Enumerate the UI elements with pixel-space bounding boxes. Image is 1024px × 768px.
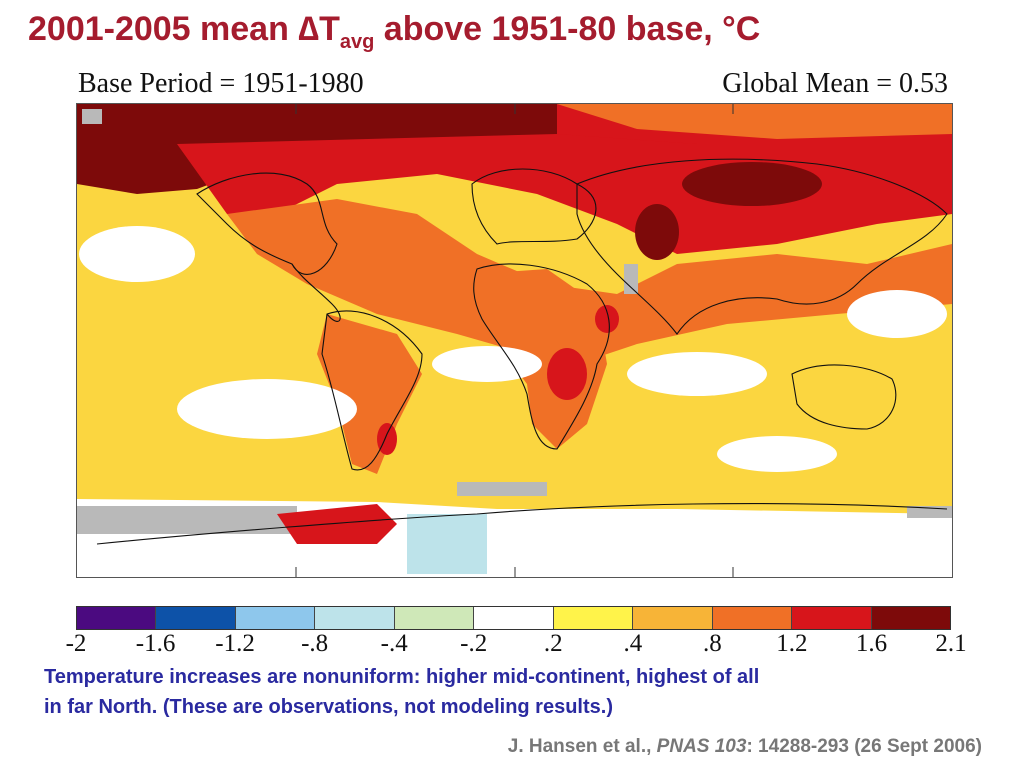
scale-tick-label: 2.1: [935, 630, 967, 657]
scale-tick-label: .4: [623, 630, 643, 657]
slide-caption: Temperature increases are nonuniform: hi…: [44, 662, 984, 722]
citation: J. Hansen et al., PNAS 103: 14288-293 (2…: [508, 736, 982, 758]
temperature-anomaly-map: [76, 103, 953, 578]
citation-authors: J. Hansen et al.,: [507, 736, 657, 757]
color-swatch: [553, 607, 634, 629]
color-swatch: [633, 607, 713, 629]
missing-data-south-atlantic: [457, 482, 547, 496]
south-america-warming: [317, 314, 422, 474]
coastlines: [96, 158, 948, 545]
north-pacific-neutral-patch: [79, 226, 195, 282]
horn-africa-hotspot: [595, 305, 619, 333]
scale-tick-label: .8: [702, 630, 722, 657]
indian-ocean-neutral-patch: [627, 352, 767, 396]
base-period-label: Base Period = 1951-1980: [78, 68, 364, 99]
scale-tick-label: .2: [543, 630, 563, 657]
citation-details: : 14288-293 (26 Sept 2006): [746, 736, 982, 757]
antarctic-peninsula-hotspot: [277, 504, 397, 544]
global-mean-label: Global Mean = 0.53: [722, 68, 948, 99]
scale-tick-label: -.2: [460, 630, 488, 657]
mid-latitude-orange-band: [227, 199, 952, 364]
west-pacific-neutral-patch: [847, 290, 947, 338]
caption-line-1: Temperature increases are nonuniform: hi…: [44, 666, 760, 688]
central-asia-hotspot: [635, 204, 679, 260]
color-swatch: [792, 607, 872, 629]
scale-tick-label: -.8: [301, 630, 329, 657]
color-swatch: [394, 607, 475, 629]
missing-data-west-antarctic: [77, 506, 297, 534]
africa-warming: [477, 269, 607, 449]
title-rest: above 1951-80 base, °C: [374, 10, 761, 48]
arctic-eurasia-band: [557, 104, 952, 139]
color-scale-bar: [76, 606, 951, 630]
south-atlantic-neutral-patch: [432, 346, 542, 382]
caption-line-2: in far North. (These are observations, n…: [44, 696, 613, 718]
south-indian-neutral-patch: [717, 436, 837, 472]
citation-journal: PNAS 103: [656, 736, 747, 757]
scale-tick-label: -1.6: [135, 630, 176, 657]
color-swatch: [77, 607, 157, 629]
east-africa-hotspot: [547, 348, 587, 400]
patagonia-hotspot: [377, 423, 397, 455]
color-swatch: [712, 607, 793, 629]
color-swatch: [235, 607, 316, 629]
south-pacific-neutral-patch: [177, 379, 357, 439]
missing-data-middle-east: [624, 264, 638, 294]
title-main: 2001-2005 mean ∆T: [28, 10, 340, 48]
title-subscript: avg: [339, 31, 375, 53]
scale-tick-label: 1.2: [776, 630, 808, 657]
scale-tick-label: -2: [65, 630, 87, 657]
color-swatch: [474, 607, 554, 629]
missing-data-arctic: [82, 109, 102, 124]
slide-title: 2001-2005 mean ∆Tavg above 1951-80 base,…: [28, 10, 760, 54]
color-swatch: [315, 607, 395, 629]
scale-tick-label: -.4: [380, 630, 408, 657]
color-swatch: [871, 607, 950, 629]
map-frame-ticks: [295, 104, 734, 577]
weddell-cooling-patch: [407, 514, 487, 574]
scale-tick-label: -1.2: [215, 630, 255, 657]
color-swatch: [156, 607, 236, 629]
scale-tick-label: 1.6: [855, 630, 888, 657]
siberia-hotspot: [682, 162, 822, 206]
color-scale-ticks: -2 -1.6 -1.2 -.8 -.4 -.2 .2 .4 .8 1.2 1.6 2.1: [66, 630, 967, 660]
